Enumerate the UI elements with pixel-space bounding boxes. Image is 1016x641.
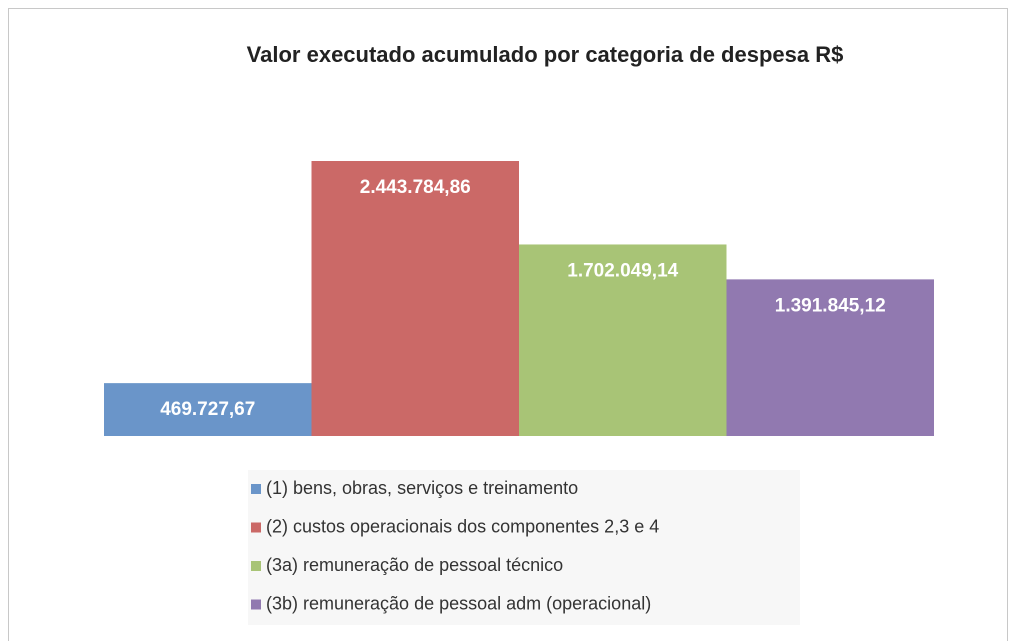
data-label: 1.391.845,12	[775, 295, 886, 316]
legend-label: (3a) remuneração de pessoal técnico	[266, 555, 563, 575]
legend-swatch	[251, 484, 261, 494]
legend-label: (3b) remuneração de pessoal adm (operaci…	[266, 593, 651, 613]
bar	[726, 279, 934, 436]
chart-title: Valor executado acumulado por categoria …	[247, 42, 844, 67]
legend-label: (1) bens, obras, serviços e treinamento	[266, 478, 578, 498]
legend-swatch	[251, 599, 261, 610]
legend-label: (2) custos operacionais dos componentes …	[266, 516, 659, 536]
legend-box	[248, 470, 800, 625]
legend-swatch	[251, 561, 261, 571]
data-label: 1.702.049,14	[567, 260, 678, 281]
legend-swatch	[251, 522, 261, 533]
data-label: 2.443.784,86	[360, 177, 471, 198]
bar	[104, 383, 312, 436]
data-label: 469.727,67	[160, 399, 255, 420]
bar	[519, 244, 727, 436]
bar	[311, 161, 519, 436]
